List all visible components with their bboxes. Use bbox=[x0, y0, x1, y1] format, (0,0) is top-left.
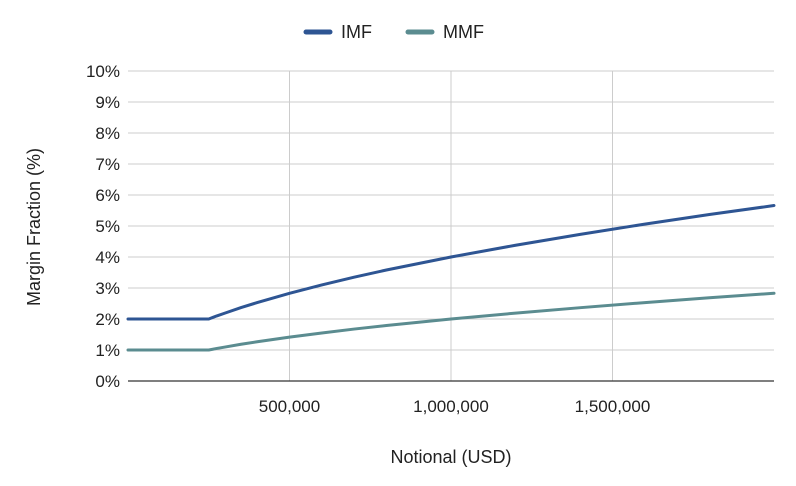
y-tick-label: 8% bbox=[95, 124, 120, 143]
y-tick-label: 0% bbox=[95, 372, 120, 391]
y-tick-label: 4% bbox=[95, 248, 120, 267]
x-tick-label: 500,000 bbox=[259, 397, 320, 416]
y-tick-label: 3% bbox=[95, 279, 120, 298]
legend-label-mmf: MMF bbox=[443, 22, 484, 42]
y-tick-label: 2% bbox=[95, 310, 120, 329]
x-tick-label: 1,500,000 bbox=[575, 397, 651, 416]
series-line-imf bbox=[126, 204, 776, 321]
y-tick-label: 9% bbox=[95, 93, 120, 112]
legend: IMF MMF bbox=[303, 22, 484, 42]
y-tick-label: 5% bbox=[95, 217, 120, 236]
x-axis-title: Notional (USD) bbox=[390, 447, 511, 467]
y-tick-label: 6% bbox=[95, 186, 120, 205]
series-line-mmf bbox=[126, 291, 776, 352]
axes: 0% 1% 2% 3% 4% 5% 6% 7% 8% 9% 10% 500,000 1,000,000 1… bbox=[86, 62, 774, 416]
x-tick-label: 1,000,000 bbox=[413, 397, 489, 416]
y-axis-title: Margin Fraction (%) bbox=[24, 148, 44, 306]
grid-lines bbox=[128, 70, 774, 381]
y-tick-label: 1% bbox=[95, 341, 120, 360]
y-tick-label: 10% bbox=[86, 62, 120, 81]
legend-label-imf: IMF bbox=[341, 22, 372, 42]
y-tick-label: 7% bbox=[95, 155, 120, 174]
series-lines bbox=[126, 204, 776, 352]
